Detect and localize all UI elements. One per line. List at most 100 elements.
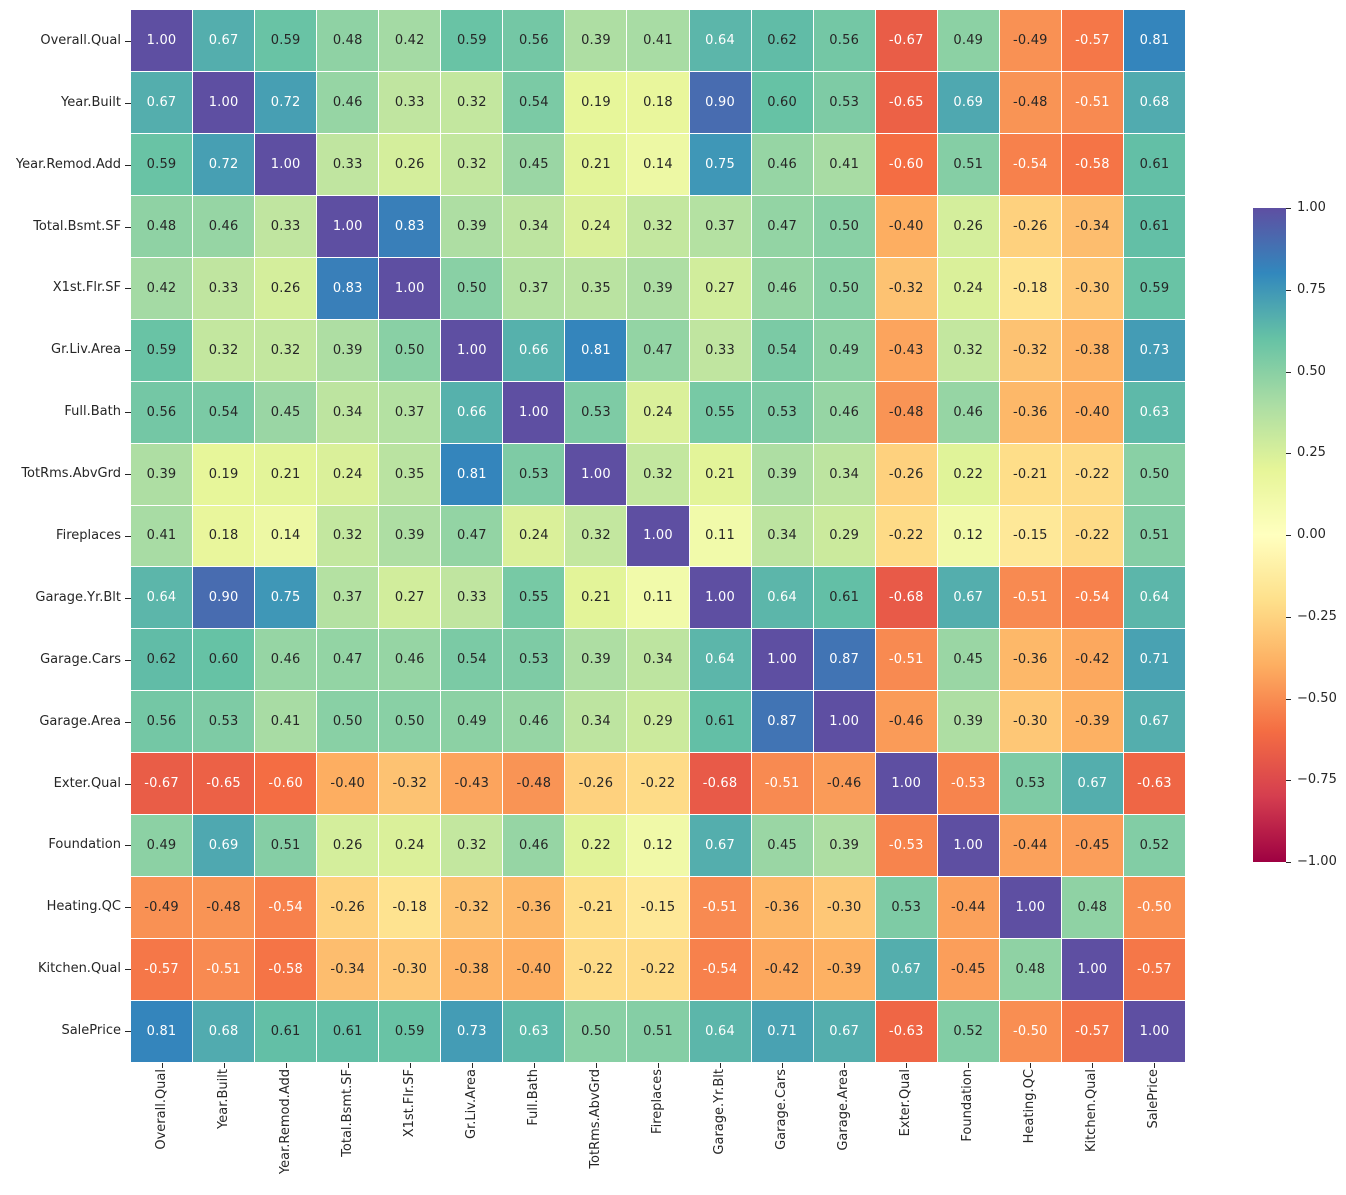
heatmap-cell: 0.81 xyxy=(131,1001,193,1062)
heatmap-cell: -0.67 xyxy=(875,10,937,71)
heatmap-cell: 0.59 xyxy=(255,10,317,71)
heatmap-cell: 1.00 xyxy=(131,10,193,71)
heatmap-cell: -0.32 xyxy=(441,877,503,939)
heatmap-cell: -0.26 xyxy=(317,877,379,939)
x-tick-label: Garage.Yr.Blt xyxy=(712,1069,727,1155)
y-tick-label: Full.Bath xyxy=(64,404,121,420)
heatmap-cell: 0.24 xyxy=(937,257,999,319)
heatmap-cell: -0.63 xyxy=(875,1001,937,1062)
heatmap-cell: 0.26 xyxy=(937,195,999,257)
heatmap-cell: 0.26 xyxy=(317,815,379,877)
y-tick-label: Garage.Cars xyxy=(40,651,121,667)
heatmap-cell: 0.59 xyxy=(131,319,193,381)
x-tick-mark xyxy=(410,1063,411,1068)
colorbar-gradient xyxy=(1253,208,1286,862)
heatmap-cell: 0.32 xyxy=(193,319,255,381)
heatmap-cell: 0.48 xyxy=(1061,877,1123,939)
y-tick-label: Kitchen.Qual xyxy=(37,961,121,977)
heatmap-cell: 0.35 xyxy=(379,443,441,505)
heatmap-cell: 0.39 xyxy=(379,505,441,567)
heatmap-cell: 0.32 xyxy=(441,133,503,195)
y-tick-label: Garage.Yr.Blt xyxy=(35,589,121,605)
heatmap-cell: -0.44 xyxy=(937,877,999,939)
y-tick-mark xyxy=(125,660,131,661)
y-tick-mark xyxy=(125,784,131,785)
heatmap-cell: 0.33 xyxy=(193,257,255,319)
heatmap-cell: -0.60 xyxy=(875,133,937,195)
heatmap-cell: 0.66 xyxy=(503,319,565,381)
heatmap-cell: 0.32 xyxy=(441,71,503,133)
y-tick-label: Overall.Qual xyxy=(40,32,121,48)
y-tick-mark xyxy=(125,227,131,228)
heatmap-cell: 0.46 xyxy=(751,257,813,319)
heatmap-cell: -0.26 xyxy=(565,753,627,815)
heatmap-cell: 0.56 xyxy=(131,381,193,443)
heatmap-cell: 0.22 xyxy=(937,443,999,505)
y-tick-mark xyxy=(125,907,131,908)
heatmap-cell: -0.51 xyxy=(193,939,255,1001)
x-tick-mark xyxy=(906,1063,907,1068)
colorbar-tick-mark xyxy=(1286,780,1291,781)
heatmap-cell: -0.40 xyxy=(1061,381,1123,443)
heatmap-cell: -0.36 xyxy=(503,877,565,939)
heatmap-cell: 0.51 xyxy=(255,815,317,877)
heatmap-cell: -0.57 xyxy=(131,939,193,1001)
y-tick-mark xyxy=(125,969,131,970)
heatmap-cell: -0.32 xyxy=(379,753,441,815)
heatmap-cell: 0.24 xyxy=(503,505,565,567)
heatmap-cell: 0.46 xyxy=(379,629,441,691)
heatmap-cell: -0.30 xyxy=(379,939,441,1001)
x-tick-mark xyxy=(658,1063,659,1068)
heatmap-cell: 0.63 xyxy=(1123,381,1185,443)
heatmap-cell: -0.39 xyxy=(1061,691,1123,753)
heatmap-cell: -0.40 xyxy=(875,195,937,257)
y-tick-label: Year.Built xyxy=(61,94,121,110)
colorbar-tick-mark xyxy=(1286,208,1291,209)
heatmap-cell: 0.71 xyxy=(1123,629,1185,691)
heatmap-cell: 0.72 xyxy=(193,133,255,195)
heatmap-cell: 0.46 xyxy=(813,381,875,443)
heatmap-cell: -0.30 xyxy=(813,877,875,939)
y-tick-mark xyxy=(125,103,131,104)
colorbar-tick-mark xyxy=(1286,453,1291,454)
heatmap-cell: -0.15 xyxy=(999,505,1061,567)
heatmap-cell: 0.29 xyxy=(813,505,875,567)
y-tick-mark xyxy=(125,412,131,413)
heatmap-cell: 0.37 xyxy=(379,381,441,443)
x-tick-mark xyxy=(720,1063,721,1068)
heatmap-cell: 0.56 xyxy=(813,10,875,71)
colorbar-tick-mark xyxy=(1286,372,1291,373)
heatmap-cell: 0.63 xyxy=(503,1001,565,1062)
heatmap-cell: 0.49 xyxy=(937,10,999,71)
heatmap-cell: -0.26 xyxy=(999,195,1061,257)
heatmap-cell: 0.32 xyxy=(627,443,689,505)
heatmap-cell: 0.53 xyxy=(875,877,937,939)
heatmap-cell: 0.26 xyxy=(255,257,317,319)
heatmap-cell: 0.73 xyxy=(441,1001,503,1062)
colorbar-tick-label: −0.50 xyxy=(1297,690,1337,706)
heatmap-cell: 0.34 xyxy=(503,195,565,257)
heatmap-cell: -0.54 xyxy=(1061,567,1123,629)
heatmap-cell: 0.46 xyxy=(193,195,255,257)
heatmap-cell: 0.54 xyxy=(751,319,813,381)
colorbar-tick-label: 0.50 xyxy=(1297,363,1326,379)
x-tick-label: Foundation xyxy=(960,1069,975,1142)
heatmap-cell: 0.21 xyxy=(565,567,627,629)
colorbar-tick-label: −0.75 xyxy=(1297,772,1337,788)
heatmap-cell: -0.44 xyxy=(999,815,1061,877)
heatmap-cell: 0.21 xyxy=(255,443,317,505)
heatmap-cell: -0.34 xyxy=(1061,195,1123,257)
heatmap-cell: -0.30 xyxy=(999,691,1061,753)
heatmap-cell: -0.50 xyxy=(1123,877,1185,939)
heatmap-cell: 0.83 xyxy=(379,195,441,257)
y-tick-mark xyxy=(125,536,131,537)
y-tick-label: Garage.Area xyxy=(39,713,121,729)
colorbar-tick-mark xyxy=(1286,617,1291,618)
heatmap-cell: -0.54 xyxy=(255,877,317,939)
heatmap-cell: 0.41 xyxy=(813,133,875,195)
heatmap-cell: -0.49 xyxy=(131,877,193,939)
heatmap-cell: 0.75 xyxy=(689,133,751,195)
heatmap-cell: -0.51 xyxy=(751,753,813,815)
heatmap-cell: 1.00 xyxy=(627,505,689,567)
heatmap-cell: -0.54 xyxy=(999,133,1061,195)
